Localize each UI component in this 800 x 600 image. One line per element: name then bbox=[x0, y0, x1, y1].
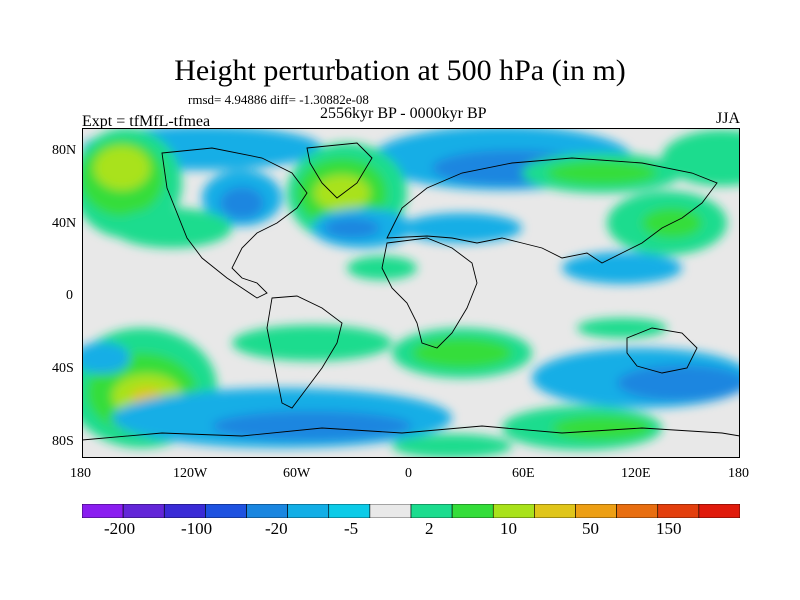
colorbar-label: 50 bbox=[582, 519, 599, 538]
map-panel bbox=[82, 128, 740, 458]
colorbar-label: 2 bbox=[425, 519, 434, 538]
period-text: 2556kyr BP - 0000kyr BP bbox=[320, 105, 487, 122]
map-border bbox=[82, 128, 740, 458]
colorbar-box bbox=[369, 504, 412, 518]
colorbar-box bbox=[698, 504, 740, 518]
lat-tick-label: 40N bbox=[52, 216, 77, 231]
colorbar-box bbox=[163, 504, 206, 518]
colorbar-label: -5 bbox=[344, 519, 359, 538]
lat-tick-label: 80S bbox=[52, 434, 74, 449]
colorbar-box bbox=[492, 504, 535, 518]
colorbar-label: 150 bbox=[656, 519, 682, 538]
colorbar-label: 10 bbox=[500, 519, 517, 538]
colorbar-label: -200 bbox=[104, 519, 136, 538]
experiment-label: Expt = tfMfL-tfmea bbox=[82, 113, 211, 130]
colorbar-box bbox=[328, 504, 371, 518]
colorbar-box bbox=[451, 504, 494, 518]
colorbar-box bbox=[534, 504, 576, 518]
lon-tick-label: 180 bbox=[70, 466, 91, 481]
colorbar bbox=[82, 504, 740, 518]
lon-tick-label: 120W bbox=[173, 466, 208, 481]
colorbar-box bbox=[82, 504, 124, 518]
lon-tick-label: 60E bbox=[512, 466, 535, 481]
lat-tick-label: 80N bbox=[52, 143, 77, 158]
colorbar-label: -20 bbox=[265, 519, 288, 538]
colorbar-box bbox=[657, 504, 700, 518]
lat-tick-label: 40S bbox=[52, 361, 74, 376]
colorbar-box bbox=[287, 504, 330, 518]
chart-title: Height perturbation at 500 hPa (in m) bbox=[174, 54, 626, 87]
lon-tick-label: 60W bbox=[283, 466, 311, 481]
lat-tick-label: 0 bbox=[66, 288, 73, 303]
colorbar-box bbox=[410, 504, 453, 518]
colorbar-box bbox=[122, 504, 165, 518]
stats-text: rmsd= 4.94886 diff= -1.30882e-08 bbox=[188, 92, 369, 107]
lon-tick-label: 180 bbox=[728, 466, 749, 481]
coastlines bbox=[82, 142, 740, 441]
lon-tick-label: 0 bbox=[405, 466, 412, 481]
colorbar-box bbox=[575, 504, 617, 518]
colorbar-box bbox=[205, 504, 247, 518]
colorbar-label: -100 bbox=[181, 519, 213, 538]
colorbar-box bbox=[246, 504, 288, 518]
season-label: JJA bbox=[716, 110, 741, 127]
colorbar-box bbox=[616, 504, 659, 518]
lon-tick-label: 120E bbox=[621, 466, 651, 481]
